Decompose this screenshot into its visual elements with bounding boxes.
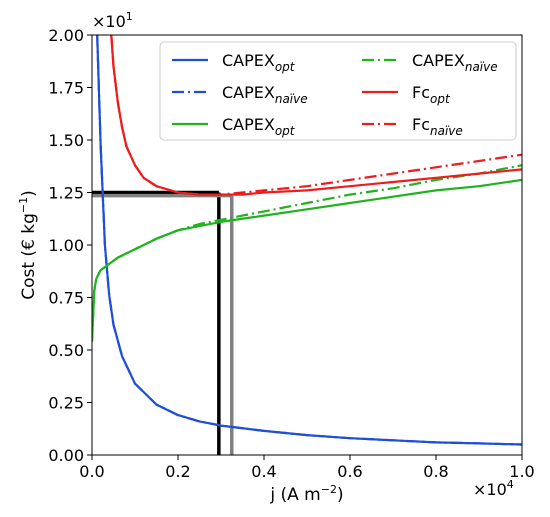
legend-entry: Fcopt [362, 83, 451, 106]
legend-entry: CAPEXopt [172, 51, 296, 74]
y-tick-label: 0.75 [48, 289, 84, 308]
series-lines [92, 35, 522, 446]
legend-label: Fcnaïve [412, 115, 463, 138]
y-tick-label: 2.00 [48, 26, 84, 45]
x-axis-ticks: 0.0 0.2 0.4 0.6 0.8 1.0 [79, 455, 535, 481]
legend-box [159, 41, 517, 141]
legend-label: CAPEXopt [222, 51, 296, 74]
x-tick-label: 0.4 [251, 462, 276, 481]
y-tick-label: 1.75 [48, 79, 84, 98]
y-axis-ticks: 0.00 0.25 0.50 0.75 1.00 1.25 1.50 1.75 2.00 [48, 26, 92, 465]
x-tick-label: 1.0 [509, 462, 534, 481]
y-tick-label: 1.25 [48, 184, 84, 203]
legend-entry: CAPEXnaïve [172, 83, 308, 106]
y-tick-label: 0.25 [48, 394, 84, 413]
x-tick-label: 0.2 [165, 462, 190, 481]
y-tick-label: 0.00 [48, 446, 84, 465]
x-tick-label: 0.8 [423, 462, 448, 481]
series-line-capex-naive-1 [96, 35, 522, 446]
x-axis-label: j (A m−2) [269, 483, 343, 505]
x-tick-label: 0.6 [337, 462, 362, 481]
legend-entry: CAPEXopt [172, 115, 296, 138]
legend-label: CAPEXnaïve [222, 83, 308, 106]
y-tick-label: 1.50 [48, 131, 84, 150]
x-tick-label: 0.0 [79, 462, 104, 481]
legend-entry: CAPEXnaïve [362, 51, 498, 74]
legend: CAPEXopt CAPEXnaïve CAPEXopt CAPEXnaïve Fcop… [159, 41, 517, 141]
series-line-fc-naive-5 [110, 35, 522, 196]
series-line-capex-naive-3 [92, 164, 522, 342]
y-axis-label: Cost (€ kg−1) [17, 190, 39, 300]
operating-point-markers [92, 190, 234, 455]
x-offset-text: ×104 [473, 478, 514, 499]
y-tick-label: 1.00 [48, 236, 84, 255]
y-offset-text: ×101 [92, 10, 133, 31]
legend-label: CAPEXnaïve [412, 51, 498, 74]
legend-label: CAPEXopt [222, 115, 296, 138]
y-tick-label: 0.50 [48, 341, 84, 360]
legend-label: Fcopt [412, 83, 451, 106]
legend-entry: Fcnaïve [362, 115, 463, 138]
